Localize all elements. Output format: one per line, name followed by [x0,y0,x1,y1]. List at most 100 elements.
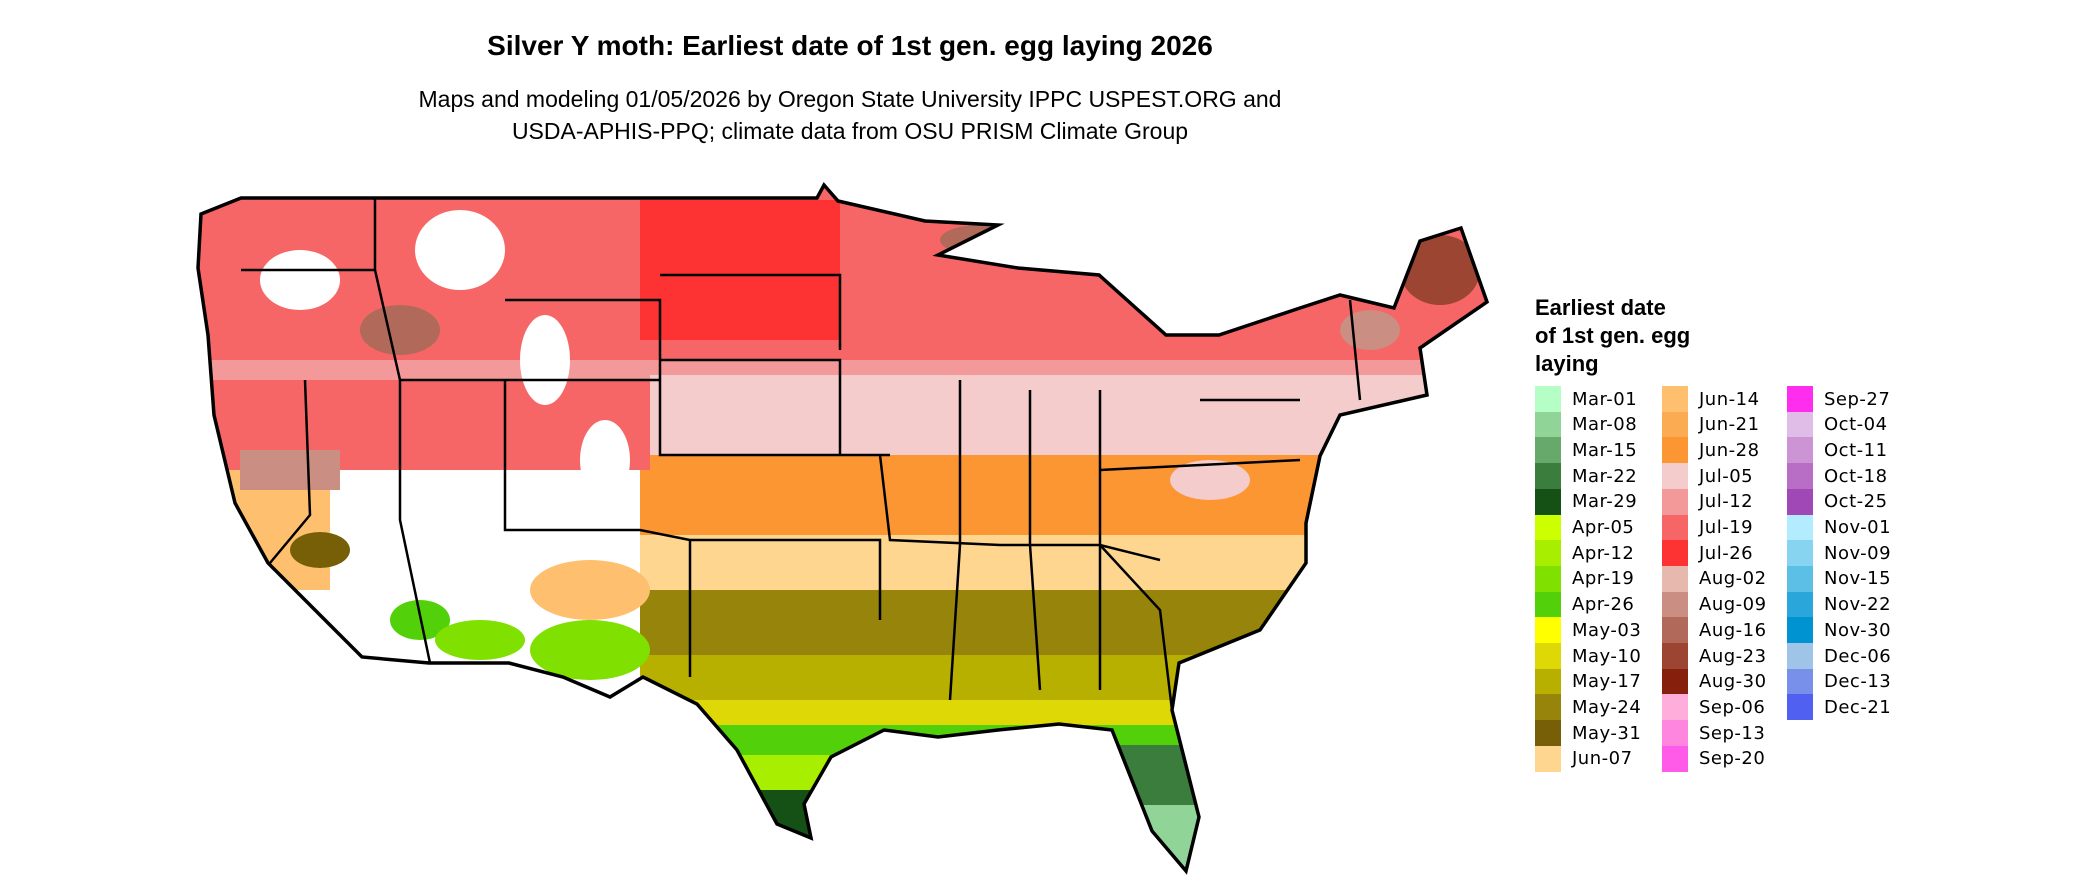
legend-swatch [1662,540,1688,567]
legend-swatch [1662,694,1688,721]
legend-item: Jun-14 [1662,386,1760,412]
legend-swatch [1662,565,1688,592]
legend-item: Aug-02 [1662,565,1767,592]
legend-label: Nov-15 [1824,568,1892,590]
legend-label: Aug-16 [1699,619,1767,641]
legend-title-line: laying [1535,351,1599,376]
legend-title-line: of 1st gen. egg [1535,323,1691,348]
legend-swatch [1535,411,1561,438]
legend-swatch [1662,668,1688,695]
legend-item: Aug-16 [1662,617,1767,644]
legend-label: Jun-14 [1699,388,1760,410]
legend-label: Aug-02 [1699,568,1767,590]
legend-label: Apr-05 [1572,517,1635,538]
legend-label: Aug-09 [1699,594,1767,616]
legend-label: Sep-13 [1699,722,1766,744]
legend-label: Nov-01 [1824,517,1892,538]
legend-item: Sep-27 [1787,386,1890,412]
legend-swatch [1662,617,1688,644]
legend-swatch [1787,540,1813,567]
legend-item: Jul-12 [1662,488,1753,515]
legend-swatch [1535,463,1561,490]
legend-label: Jun-07 [1572,748,1633,770]
legend-label: Mar-01 [1572,388,1638,410]
legend-item: Aug-09 [1662,591,1767,618]
legend-label: May-03 [1572,619,1642,641]
legend-label: Sep-20 [1699,748,1766,770]
legend-label: Nov-30 [1824,619,1892,641]
legend-item: Mar-01 [1535,386,1637,412]
legend-swatch [1535,668,1561,695]
legend-item: Mar-15 [1535,437,1637,464]
legend-item: Dec-13 [1787,668,1892,695]
legend-label: May-24 [1572,696,1642,718]
legend-label: Jun-21 [1699,414,1760,436]
legend-item: Apr-12 [1535,540,1635,567]
legend-swatch [1535,565,1561,592]
legend-swatch [1535,437,1561,464]
legend-label: Jul-26 [1699,542,1754,564]
legend-swatch [1535,514,1561,541]
legend-item: Dec-21 [1787,694,1892,721]
legend-label: Jun-28 [1699,439,1760,461]
legend-item: Nov-30 [1787,617,1892,644]
legend-swatch [1662,643,1688,669]
legend-item: Nov-15 [1787,565,1892,592]
legend-label: Sep-27 [1824,388,1891,410]
map-subtitle-line-2: USDA-APHIS-PPQ; climate data from OSU PR… [511,118,1189,144]
legend-label: Apr-26 [1572,594,1635,616]
legend-item: May-24 [1535,694,1642,721]
legend-swatch [1787,668,1813,695]
legend-item: Oct-18 [1787,463,1888,490]
legend-item: Jun-28 [1662,437,1760,464]
legend-swatch [1535,720,1561,747]
legend-swatch [1662,437,1688,464]
legend-item: Mar-29 [1535,488,1638,515]
legend-swatch [1662,488,1688,515]
map-subtitle-line-1: Maps and modeling 01/05/2026 by Oregon S… [418,86,1282,112]
legend-label: Apr-19 [1572,568,1635,590]
legend-item: Mar-08 [1535,411,1637,438]
map-fill [198,185,1487,871]
legend-swatch [1787,591,1813,618]
legend-item: May-10 [1535,643,1641,669]
legend-swatch [1787,694,1813,721]
state-borders [196,183,1489,873]
legend-swatch [1662,745,1688,772]
legend-swatch [1787,411,1813,438]
legend-item: Jun-07 [1535,745,1633,772]
legend-item: May-03 [1535,617,1642,644]
legend-item: Jul-05 [1662,463,1754,490]
legend-label: May-31 [1572,722,1642,744]
legend-label: May-10 [1572,645,1642,667]
legend-label: Apr-12 [1572,542,1635,564]
legend-item: Sep-20 [1662,745,1766,772]
legend-label: Mar-22 [1572,465,1638,487]
legend-swatch [1535,643,1561,669]
legend-label: Nov-09 [1824,542,1892,564]
legend-swatch [1662,463,1688,490]
legend-item: Nov-22 [1787,591,1892,618]
legend-swatch [1535,617,1561,644]
legend-swatch [1787,643,1813,669]
legend-swatch [1787,463,1813,490]
legend-item: May-31 [1535,720,1642,747]
legend-label: Mar-29 [1572,491,1638,513]
legend-item: Jul-19 [1662,514,1753,541]
legend-label: Sep-06 [1699,696,1766,718]
legend-label: May-17 [1572,671,1642,693]
legend-label: Dec-13 [1824,671,1892,693]
legend-item: Apr-05 [1535,514,1635,541]
legend-label: Aug-30 [1699,671,1767,693]
legend-label: Jul-05 [1699,465,1754,487]
legend-label: Oct-18 [1824,465,1888,487]
legend-item: Oct-11 [1787,437,1888,464]
legend-label: Oct-04 [1824,414,1888,436]
legend-swatch [1787,437,1813,464]
legend-item: Jul-26 [1662,540,1754,567]
legend-item: Apr-19 [1535,565,1635,592]
legend-label: Nov-22 [1824,594,1892,616]
legend-swatch [1535,540,1561,567]
legend-label: Dec-21 [1824,696,1892,718]
map-title: Silver Y moth: Earliest date of 1st gen.… [487,30,1213,61]
